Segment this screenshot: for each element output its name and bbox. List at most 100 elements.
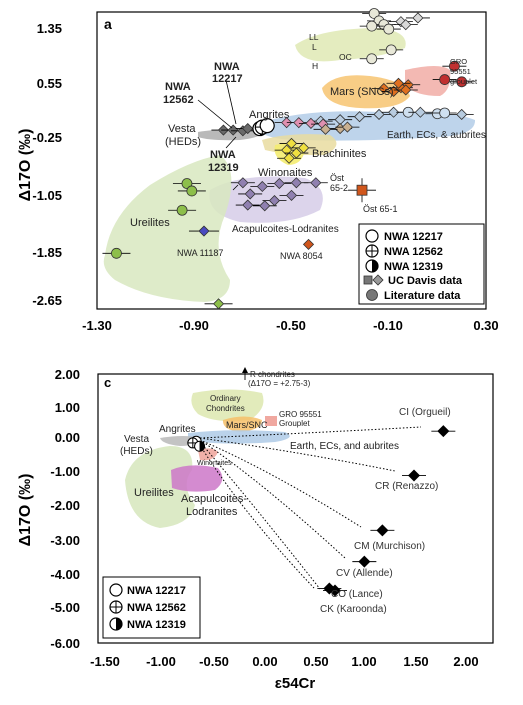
- label-gro-1: GRO: [450, 57, 467, 66]
- label-mars: Mars (SNCs): [330, 86, 394, 98]
- legend-a-12319-symbol: [365, 259, 379, 273]
- legend-a-ucdavis-label: UC Davis data: [388, 275, 463, 287]
- c-label-ck: CK (Karoonda): [320, 604, 387, 615]
- region-gro: [405, 66, 451, 96]
- a-point-40: [283, 152, 295, 164]
- ost-point: [356, 184, 368, 196]
- a-point-41: [237, 177, 249, 189]
- callout-12319: [225, 136, 237, 149]
- c-point-2: [376, 524, 389, 537]
- legend-a-12217-label: NWA 12217: [384, 231, 443, 243]
- legend-a-12562-label: NWA 12562: [384, 246, 443, 258]
- label-vesta-1: Vesta: [168, 123, 196, 135]
- c-point-0: [437, 425, 450, 438]
- panel-a-regions: [103, 28, 476, 302]
- c-label-vesta-1: Vesta: [124, 434, 149, 445]
- c-point-3: [358, 555, 371, 568]
- c-label-oc-1: Ordinary: [210, 394, 241, 403]
- callout-12217: [225, 79, 237, 125]
- nwa8054-point: [302, 238, 315, 250]
- a-point-42: [256, 180, 268, 193]
- c-label-co: CO (Lance): [331, 589, 383, 600]
- c-region-oc: [191, 389, 264, 422]
- c-point-1: [408, 469, 420, 482]
- panel-a-labels: LL L H OC GRO 95551 grouplet Mars (SNCs)…: [130, 32, 486, 261]
- c-ytick-8: -6.00: [50, 636, 80, 651]
- panel-a: a LL L H OC GRO 95551: [17, 8, 499, 333]
- legend-c-12217-symbol: [109, 583, 123, 597]
- c-region-ureilites: [125, 446, 195, 528]
- label-L: L: [312, 42, 317, 52]
- curve-ci: [199, 426, 422, 439]
- a-point-9: [385, 44, 397, 56]
- c-xtick-5: 1.00: [351, 654, 376, 669]
- label-LL: LL: [309, 32, 319, 42]
- a-point-27: [439, 107, 451, 119]
- label-nwa12217-1: NWA: [214, 61, 240, 73]
- a-xtick-0: -1.30: [82, 318, 112, 333]
- a-ytick-3: -1.05: [32, 188, 62, 203]
- label-winonaites: Winonaites: [258, 167, 313, 179]
- ureilite-point-4: [212, 298, 225, 310]
- panel-a-callouts: [197, 79, 239, 191]
- a-ylabel: Δ17O (‰): [17, 129, 34, 202]
- panel-c-points: [187, 425, 456, 597]
- label-brachinites: Brachinites: [312, 148, 367, 160]
- curve-cm: [199, 439, 362, 528]
- a-point-10: [378, 82, 390, 95]
- c-label-earth: Earth, ECs, and aubrites: [290, 441, 399, 452]
- a-point-54: [242, 123, 254, 135]
- a-point-35: [341, 121, 353, 133]
- a-point-39: [298, 142, 310, 154]
- ureilite-point-1: [186, 185, 198, 197]
- label-vesta-2: (HEDs): [165, 136, 201, 148]
- curve-ck: [197, 441, 315, 589]
- c-ytick-5: -3.00: [50, 533, 80, 548]
- label-nwa12217-2: 12217: [212, 73, 243, 85]
- a-point-15: [400, 84, 412, 96]
- label-OC: OC: [339, 52, 352, 62]
- c-label-cv: CV (Allende): [336, 568, 393, 579]
- c-ytick-0: 2.00: [55, 367, 80, 382]
- a-point-6: [400, 19, 412, 31]
- legend-a-12319-label: NWA 12319: [384, 261, 443, 273]
- a-ytick-4: -1.85: [32, 245, 62, 260]
- c-point-5: [323, 582, 336, 595]
- a-point-14: [392, 77, 405, 89]
- panel-a-points: [102, 8, 474, 310]
- a-xtick-3: -0.10: [373, 318, 403, 333]
- c-rchondrite-arrow: [242, 367, 248, 380]
- c-label-acap-1: Acapulcoites-: [181, 493, 247, 505]
- legend-c-12217-label: NWA 12217: [127, 585, 186, 597]
- a-ytick-2: -0.25: [32, 130, 62, 145]
- a-point-3: [366, 20, 378, 32]
- c-region-earth: [188, 430, 290, 444]
- a-ytick-0: 1.35: [37, 21, 62, 36]
- a-point-34: [319, 123, 332, 135]
- a-point-45: [310, 177, 322, 189]
- a-point-28: [456, 108, 468, 121]
- label-ost-1: Öst: [330, 173, 345, 183]
- label-nwa12319-2: 12319: [208, 162, 239, 174]
- c-xtick-1: -1.00: [146, 654, 176, 669]
- a-point-30: [293, 117, 305, 129]
- a-point-48: [268, 195, 281, 207]
- c-ytick-1: 1.00: [55, 400, 80, 415]
- label-nwa12562-2: 12562: [163, 94, 194, 106]
- legend-a-box: [358, 223, 485, 305]
- c-label-cm: CM (Murchison): [354, 541, 425, 552]
- c-label-mars: Mars/SNC: [226, 420, 268, 430]
- label-angrites: Angrites: [249, 109, 290, 121]
- c-label-gro-1: GRO 95551: [279, 410, 322, 419]
- label-acap: Acapulcoites-Lodranites: [232, 224, 339, 235]
- c-xlabel: ε54Cr: [275, 675, 316, 692]
- c-ylabel: Δ17O (‰): [17, 474, 34, 547]
- a-point-47: [259, 200, 271, 212]
- label-nwa11187: NWA 11187: [177, 248, 223, 258]
- c-label-gro-2: Grouplet: [279, 419, 310, 428]
- legend-c-12562-label: NWA 12562: [127, 602, 186, 614]
- panel-a-label: a: [104, 16, 112, 32]
- a-point-37: [281, 144, 293, 156]
- a-point-49: [285, 189, 298, 201]
- c-label-ureilites: Ureilites: [134, 487, 174, 499]
